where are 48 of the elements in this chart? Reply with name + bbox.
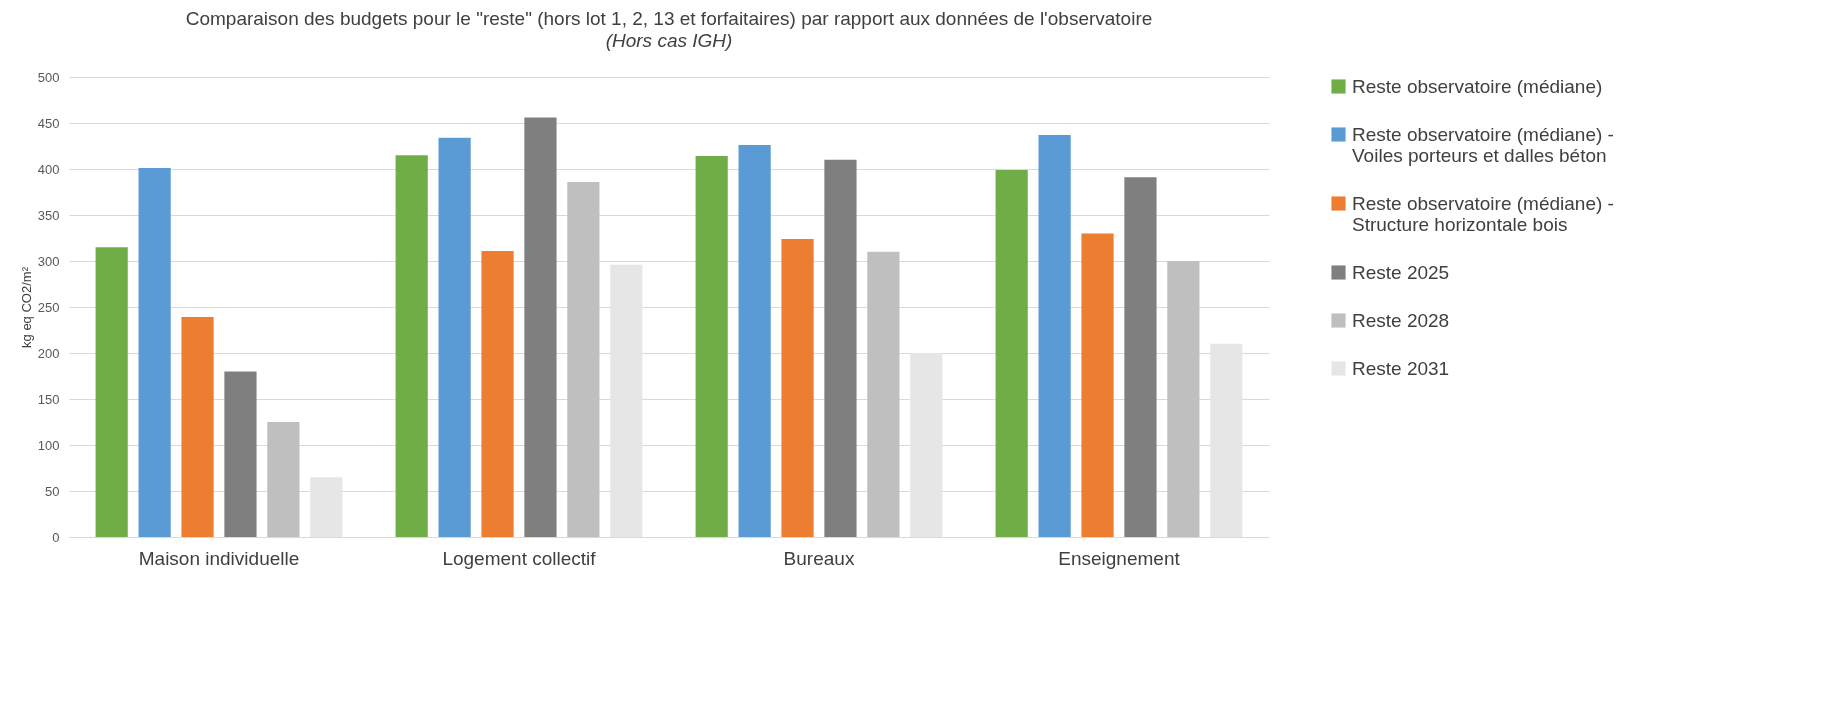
- y-tick-label: 300: [37, 253, 60, 269]
- y-tick-label: 150: [37, 391, 60, 407]
- legend-label: Reste observatoire (médiane) - Structure horizontale bois: [1352, 192, 1614, 235]
- bar: [824, 159, 857, 537]
- bar: [610, 264, 643, 537]
- y-tick-label: 100: [37, 437, 60, 453]
- bar: [95, 247, 128, 537]
- legend-label: Reste 2025: [1352, 261, 1450, 283]
- y-tick-label: 500: [37, 69, 60, 85]
- bar: [781, 238, 814, 537]
- legend-label: Reste observatoire (médiane): [1352, 75, 1603, 97]
- bar: [138, 168, 171, 537]
- bar: [224, 371, 257, 537]
- bar: [1210, 343, 1243, 537]
- bar: [1124, 177, 1157, 537]
- bar: [867, 251, 900, 537]
- bar: [438, 137, 471, 537]
- chart-subtitle: (Hors cas IGH): [605, 30, 733, 51]
- y-tick-label: 250: [37, 299, 60, 315]
- bar: [995, 169, 1028, 537]
- bar: [310, 477, 343, 537]
- x-tick-label: Maison individuelle: [138, 547, 300, 569]
- y-tick-label: 400: [37, 161, 60, 177]
- bar: [910, 353, 943, 537]
- bar: [181, 317, 214, 537]
- bar: [1081, 233, 1114, 537]
- legend-label: Reste 2028: [1352, 309, 1450, 331]
- x-tick-label: Bureaux: [783, 547, 855, 569]
- y-tick-label: 50: [45, 483, 60, 499]
- bar: [1038, 134, 1071, 537]
- bar: [524, 117, 557, 537]
- y-tick-label: 200: [37, 345, 60, 361]
- x-tick-label: Enseignement: [1058, 547, 1181, 569]
- y-tick-label: 450: [37, 115, 60, 131]
- y-tick-label: 0: [52, 529, 60, 545]
- bar: [267, 422, 300, 537]
- bar: [695, 156, 728, 537]
- y-axis-title: kg eq CO2/m²: [18, 266, 34, 348]
- bar: [481, 250, 514, 537]
- chart-title: Comparaison des budgets pour le "reste" (hors lot 1, 2, 13 et forfaitaires) par rapport aux données de l'observatoire: [185, 8, 1153, 29]
- y-tick-label: 350: [37, 207, 60, 223]
- legend-label: Reste observatoire (médiane) - Voiles porteurs et dalles béton: [1352, 123, 1614, 166]
- legend-label: Reste 2031: [1352, 357, 1450, 379]
- bar: [395, 155, 428, 537]
- bar: [738, 145, 771, 537]
- bar: [1167, 261, 1200, 537]
- bar: [567, 181, 600, 537]
- x-tick-label: Logement collectif: [442, 547, 597, 569]
